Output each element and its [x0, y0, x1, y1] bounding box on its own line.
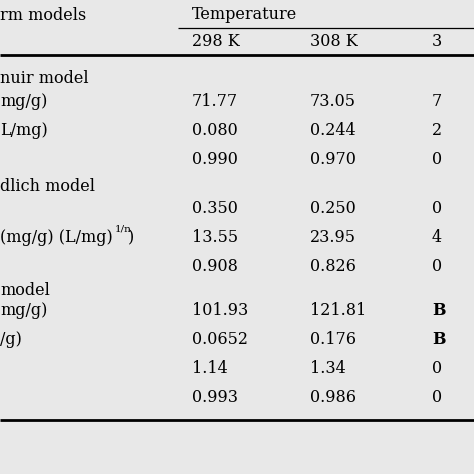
Text: 1.34: 1.34 — [310, 360, 346, 377]
Text: 1/n: 1/n — [115, 224, 132, 233]
Text: 1.14: 1.14 — [192, 360, 228, 377]
Text: 0: 0 — [432, 360, 442, 377]
Text: mg/g): mg/g) — [0, 93, 47, 110]
Text: 121.81: 121.81 — [310, 302, 366, 319]
Text: 0: 0 — [432, 151, 442, 168]
Text: 71.77: 71.77 — [192, 93, 238, 110]
Text: B: B — [432, 331, 446, 348]
Text: B: B — [432, 302, 446, 319]
Text: 13.55: 13.55 — [192, 229, 238, 246]
Text: 0.350: 0.350 — [192, 200, 238, 217]
Text: 73.05: 73.05 — [310, 93, 356, 110]
Text: 308 K: 308 K — [310, 33, 358, 50]
Text: 0.986: 0.986 — [310, 389, 356, 406]
Text: Temperature: Temperature — [192, 6, 297, 23]
Text: 101.93: 101.93 — [192, 302, 248, 319]
Text: 7: 7 — [432, 93, 442, 110]
Text: model: model — [0, 282, 50, 299]
Text: (mg/g) (L/mg): (mg/g) (L/mg) — [0, 229, 113, 246]
Text: dlich model: dlich model — [0, 178, 95, 195]
Text: 23.95: 23.95 — [310, 229, 356, 246]
Text: 0: 0 — [432, 200, 442, 217]
Text: /g): /g) — [0, 331, 22, 348]
Text: 3: 3 — [432, 33, 442, 50]
Text: 4: 4 — [432, 229, 442, 246]
Text: 0.908: 0.908 — [192, 258, 238, 275]
Text: 298 K: 298 K — [192, 33, 240, 50]
Text: 0.990: 0.990 — [192, 151, 238, 168]
Text: 0: 0 — [432, 389, 442, 406]
Text: 2: 2 — [432, 122, 442, 139]
Text: 0.0652: 0.0652 — [192, 331, 248, 348]
Text: 0.176: 0.176 — [310, 331, 356, 348]
Text: ): ) — [128, 229, 134, 246]
Text: 0.993: 0.993 — [192, 389, 238, 406]
Text: 0.826: 0.826 — [310, 258, 356, 275]
Text: 0.244: 0.244 — [310, 122, 356, 139]
Text: nuir model: nuir model — [0, 70, 89, 87]
Text: mg/g): mg/g) — [0, 302, 47, 319]
Text: 0.970: 0.970 — [310, 151, 356, 168]
Text: rm models: rm models — [0, 7, 86, 24]
Text: 0.080: 0.080 — [192, 122, 238, 139]
Text: 0.250: 0.250 — [310, 200, 356, 217]
Text: 0: 0 — [432, 258, 442, 275]
Text: L/mg): L/mg) — [0, 122, 48, 139]
